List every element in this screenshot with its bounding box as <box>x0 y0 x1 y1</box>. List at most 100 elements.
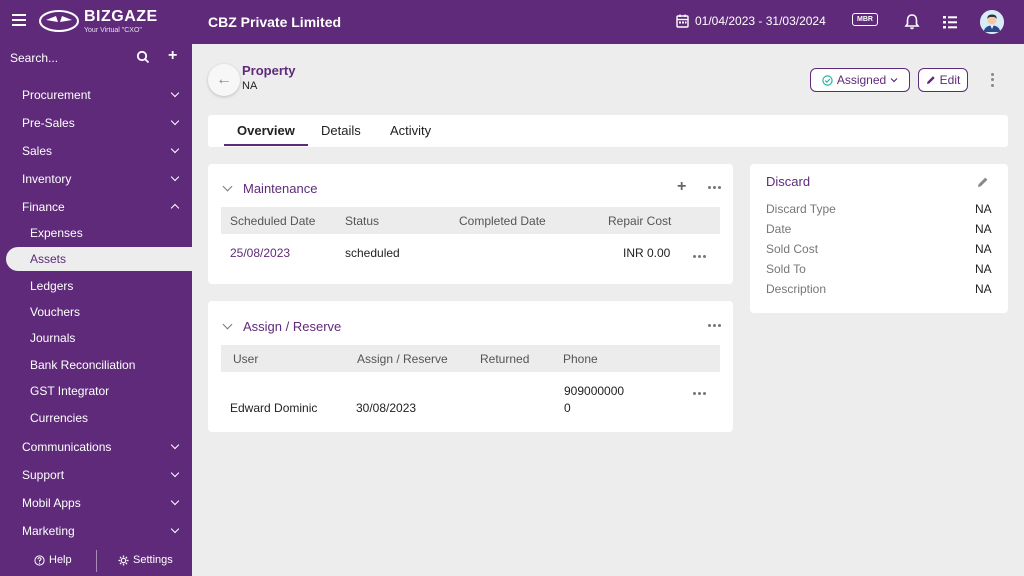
sidebar-item-gst-integrator[interactable]: GST Integrator <box>0 379 192 403</box>
sidebar-item-label: Sales <box>22 144 53 158</box>
sidebar-item-inventory[interactable]: Inventory <box>0 167 192 191</box>
chevron-down-icon <box>170 468 180 478</box>
tab-overview[interactable]: Overview <box>237 123 295 138</box>
column-header: Phone <box>563 352 598 366</box>
sidebar-item-support[interactable]: Support <box>0 463 192 487</box>
search-input[interactable]: Search... <box>10 51 59 65</box>
sidebar-item-assets[interactable]: Assets <box>6 247 192 271</box>
edit-button[interactable]: Edit <box>918 68 968 92</box>
sidebar-item-bank-reconciliation[interactable]: Bank Reconciliation <box>0 353 192 377</box>
sidebar-item-label: Marketing <box>22 524 75 538</box>
sold-cost-label: Sold Cost <box>766 242 819 256</box>
assign-more-icon[interactable] <box>708 324 721 327</box>
more-options-icon[interactable] <box>988 72 996 88</box>
sidebar-item-label: GST Integrator <box>30 384 110 398</box>
task-list-icon[interactable] <box>940 12 960 32</box>
description-label: Description <box>766 282 827 296</box>
logo[interactable]: BIZGAZE Your Virtual "CXO" <box>38 8 158 34</box>
settings-link[interactable]: Settings <box>118 554 173 566</box>
sidebar-item-label: Journals <box>30 331 76 345</box>
logo-title: BIZGAZE <box>84 7 158 25</box>
row-more-icon[interactable] <box>693 392 706 395</box>
sidebar-item-label: Inventory <box>22 172 72 186</box>
description-value: NA <box>975 282 992 296</box>
chevron-down-icon <box>170 440 180 450</box>
column-header: User <box>233 352 259 366</box>
sidebar-item-label: Assets <box>30 252 67 266</box>
column-header: Status <box>345 214 380 228</box>
back-button[interactable]: ← <box>208 64 240 96</box>
add-maintenance-icon[interactable]: + <box>677 178 687 195</box>
sidebar-item-communications[interactable]: Communications <box>0 435 192 459</box>
logo-subtitle: Your Virtual "CXO" <box>84 26 142 34</box>
help-link[interactable]: Help <box>34 554 72 566</box>
settings-label: Settings <box>133 554 173 566</box>
pencil-icon[interactable] <box>977 176 989 188</box>
help-icon <box>34 554 45 566</box>
maintenance-more-icon[interactable] <box>708 186 721 189</box>
repair-cost-cell: INR 0.00 <box>623 246 671 260</box>
chevron-down-icon <box>170 116 180 126</box>
sidebar-item-finance[interactable]: Finance <box>0 195 192 219</box>
sidebar-item-label: Support <box>22 468 65 482</box>
sidebar-item-currencies[interactable]: Currencies <box>0 406 192 430</box>
gear-icon <box>118 555 129 565</box>
sidebar-item-label: Expenses <box>30 226 83 240</box>
user-cell: Edward Dominic <box>230 401 318 415</box>
sidebar-search[interactable]: Search... + <box>0 44 192 72</box>
add-icon[interactable]: + <box>168 47 178 64</box>
sidebar-item-marketing[interactable]: Marketing <box>0 519 192 543</box>
sold-to-value: NA <box>975 262 992 276</box>
sidebar-item-label: Procurement <box>22 88 91 102</box>
scheduled-date-cell[interactable]: 25/08/2023 <box>230 246 291 260</box>
date-label: Date <box>766 222 792 236</box>
sidebar-item-vouchers[interactable]: Vouchers <box>0 300 192 324</box>
assign-date-cell: 30/08/2023 <box>356 401 417 415</box>
tab-activity[interactable]: Activity <box>390 123 432 138</box>
maintenance-table-header: Scheduled Date Status Completed Date Rep… <box>221 207 720 234</box>
sidebar-item-expenses[interactable]: Expenses <box>0 221 192 245</box>
company-name[interactable]: CBZ Private Limited <box>208 14 342 30</box>
column-header: Returned <box>480 352 530 366</box>
sidebar-item-pre-sales[interactable]: Pre-Sales <box>0 111 192 135</box>
column-header: Assign / Reserve <box>357 352 448 366</box>
discard-card <box>750 164 1008 313</box>
chevron-down-icon <box>170 144 180 154</box>
status-dropdown-button[interactable]: Assigned <box>810 68 910 92</box>
discard-type-label: Discard Type <box>766 202 836 216</box>
status-label: Assigned <box>836 73 887 87</box>
page-title: Property <box>242 63 296 78</box>
status-cell: scheduled <box>345 246 400 260</box>
logo-mark-icon <box>38 8 80 34</box>
page-subtitle: NA <box>242 80 258 92</box>
search-icon[interactable] <box>136 50 150 64</box>
assign-table-header: User Assign / Reserve Returned Phone <box>221 345 720 372</box>
row-more-icon[interactable] <box>693 255 706 258</box>
top-bar: BIZGAZE Your Virtual "CXO" CBZ Private L… <box>0 0 1024 44</box>
date-range-text: 01/04/2023 - 31/03/2024 <box>695 14 826 28</box>
active-tab-indicator <box>224 144 308 146</box>
sidebar: Search... + Procurement Pre-Sales Sales … <box>0 44 192 576</box>
sidebar-item-sales[interactable]: Sales <box>0 139 192 163</box>
date-range-picker[interactable]: 01/04/2023 - 31/03/2024 <box>676 14 826 28</box>
sidebar-item-ledgers[interactable]: Ledgers <box>0 274 192 298</box>
tab-details[interactable]: Details <box>321 123 361 138</box>
sidebar-item-procurement[interactable]: Procurement <box>0 83 192 107</box>
sidebar-item-label: Finance <box>22 200 65 214</box>
tab-bar: Overview Details Activity <box>208 115 1008 147</box>
footer-divider <box>96 550 97 572</box>
arrow-left-icon: ← <box>216 71 232 88</box>
sidebar-item-journals[interactable]: Journals <box>0 326 192 350</box>
user-avatar[interactable] <box>980 10 1004 34</box>
bell-icon[interactable] <box>902 12 922 32</box>
sidebar-item-label: Communications <box>22 440 112 454</box>
sidebar-item-label: Mobil Apps <box>22 496 81 510</box>
sidebar-item-mobil-apps[interactable]: Mobil Apps <box>0 491 192 515</box>
sidebar-item-label: Bank Reconciliation <box>30 358 136 372</box>
sidebar-footer: Help Settings <box>0 546 192 576</box>
mbr-badge[interactable]: MBR <box>852 13 878 26</box>
chevron-down-icon <box>170 524 180 534</box>
sold-cost-value: NA <box>975 242 992 256</box>
calendar-icon <box>676 14 689 28</box>
hamburger-menu-icon[interactable] <box>12 14 26 28</box>
